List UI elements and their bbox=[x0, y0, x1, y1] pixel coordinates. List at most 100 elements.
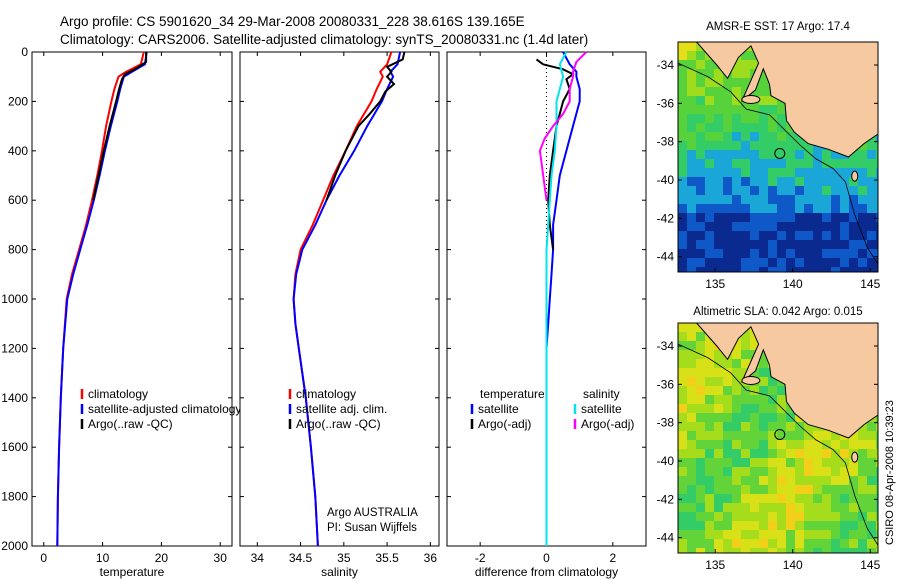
map-cell bbox=[678, 249, 688, 259]
map-cell bbox=[858, 204, 868, 214]
map-cell bbox=[741, 177, 751, 187]
map-cell bbox=[777, 512, 787, 522]
map-cell bbox=[840, 548, 850, 553]
map-cell bbox=[768, 503, 778, 513]
map-cell bbox=[777, 105, 787, 115]
map-cell bbox=[678, 395, 688, 405]
map-cell bbox=[723, 87, 733, 97]
map-cell bbox=[786, 458, 796, 468]
map-cell bbox=[723, 368, 733, 378]
map-cell bbox=[876, 485, 878, 495]
legend-title-salinity: salinity bbox=[583, 387, 620, 401]
map-cell bbox=[705, 96, 715, 106]
map-cell bbox=[750, 249, 760, 259]
map-cell bbox=[867, 186, 877, 196]
map-cell bbox=[723, 204, 733, 214]
map-cell bbox=[741, 222, 751, 232]
map-cell bbox=[759, 413, 769, 423]
map-cell bbox=[696, 503, 706, 513]
timestamp-label: CSIRO 08-Apr-2008 10:39:23 bbox=[884, 400, 896, 545]
map-cell bbox=[777, 485, 787, 495]
map-cell bbox=[831, 249, 841, 259]
map-cell bbox=[849, 440, 859, 450]
map-cell bbox=[741, 168, 751, 178]
map-cell bbox=[696, 222, 706, 232]
map-cell bbox=[705, 168, 715, 178]
map-cell bbox=[741, 413, 751, 423]
map-cell bbox=[678, 386, 688, 396]
map-cell bbox=[831, 231, 841, 241]
map-cell bbox=[804, 548, 814, 553]
map-cell bbox=[867, 485, 877, 495]
map-cell bbox=[786, 231, 796, 241]
map-cell bbox=[858, 222, 868, 232]
map-cell bbox=[867, 458, 877, 468]
map-cell bbox=[741, 195, 751, 205]
map-cell bbox=[714, 168, 724, 178]
map-cell bbox=[777, 141, 787, 151]
map-cell bbox=[759, 177, 769, 187]
map-cell bbox=[768, 386, 778, 396]
map-cell bbox=[687, 42, 697, 52]
map-cell bbox=[714, 222, 724, 232]
map-cell bbox=[723, 141, 733, 151]
map-cell bbox=[759, 267, 769, 272]
legend-label: Argo(-adj) bbox=[581, 417, 634, 431]
map-cell bbox=[687, 258, 697, 268]
map-cell bbox=[768, 141, 778, 151]
map-cell bbox=[723, 78, 733, 88]
map-cell bbox=[822, 503, 832, 513]
map-cell bbox=[777, 458, 787, 468]
y-tick-label: 0 bbox=[21, 45, 28, 59]
figure-title-line1: Argo profile: CS 5901620_34 29-Mar-2008 … bbox=[60, 14, 525, 29]
map-cell bbox=[687, 51, 697, 61]
map-cell bbox=[786, 530, 796, 540]
map-cell bbox=[777, 168, 787, 178]
salinity-panel: 34 34.5 35 35.5 36 salinity climatologysatelli… bbox=[239, 51, 440, 579]
map-frame bbox=[677, 322, 879, 554]
map-cell bbox=[741, 249, 751, 259]
map-title: Altimetric SLA: 0.042 Argo: 0.015 bbox=[693, 306, 862, 318]
y-tick-label: 1600 bbox=[1, 440, 28, 454]
map-cell bbox=[732, 386, 742, 396]
map-cell bbox=[723, 168, 733, 178]
map-cell bbox=[732, 458, 742, 468]
map-cell bbox=[741, 186, 751, 196]
plot-frame bbox=[31, 51, 233, 547]
map-cell bbox=[804, 177, 814, 187]
map-cell bbox=[741, 332, 751, 342]
map-cell bbox=[714, 186, 724, 196]
map-cell bbox=[723, 114, 733, 124]
map-cell bbox=[768, 467, 778, 477]
map-cell bbox=[732, 467, 742, 477]
map-cell bbox=[786, 413, 796, 423]
map-cell bbox=[768, 395, 778, 405]
map-cell bbox=[786, 539, 796, 549]
map-cell bbox=[732, 213, 742, 223]
map-cell bbox=[750, 548, 760, 553]
map-cell bbox=[759, 69, 769, 79]
map-cell bbox=[849, 258, 859, 268]
map-cell bbox=[750, 114, 760, 124]
map-cell bbox=[804, 422, 814, 432]
map-cell bbox=[804, 168, 814, 178]
map-cell bbox=[795, 539, 805, 549]
map-cell bbox=[705, 195, 715, 205]
map-cell bbox=[840, 521, 850, 531]
x-axis-label: salinity bbox=[321, 565, 358, 579]
map-cell bbox=[786, 521, 796, 531]
map-cell bbox=[732, 168, 742, 178]
map-cell bbox=[876, 431, 878, 441]
map-cell bbox=[813, 449, 823, 459]
map-cell bbox=[687, 350, 697, 360]
legend-label: Argo(-adj) bbox=[478, 417, 531, 431]
map-cell bbox=[804, 476, 814, 486]
map-cell bbox=[687, 530, 697, 540]
map-cell bbox=[705, 341, 715, 351]
map-cell bbox=[786, 168, 796, 178]
map-cell bbox=[813, 258, 823, 268]
map-cell bbox=[840, 467, 850, 477]
map-cell bbox=[777, 449, 787, 459]
map-cell bbox=[849, 458, 859, 468]
map-cell bbox=[750, 422, 760, 432]
